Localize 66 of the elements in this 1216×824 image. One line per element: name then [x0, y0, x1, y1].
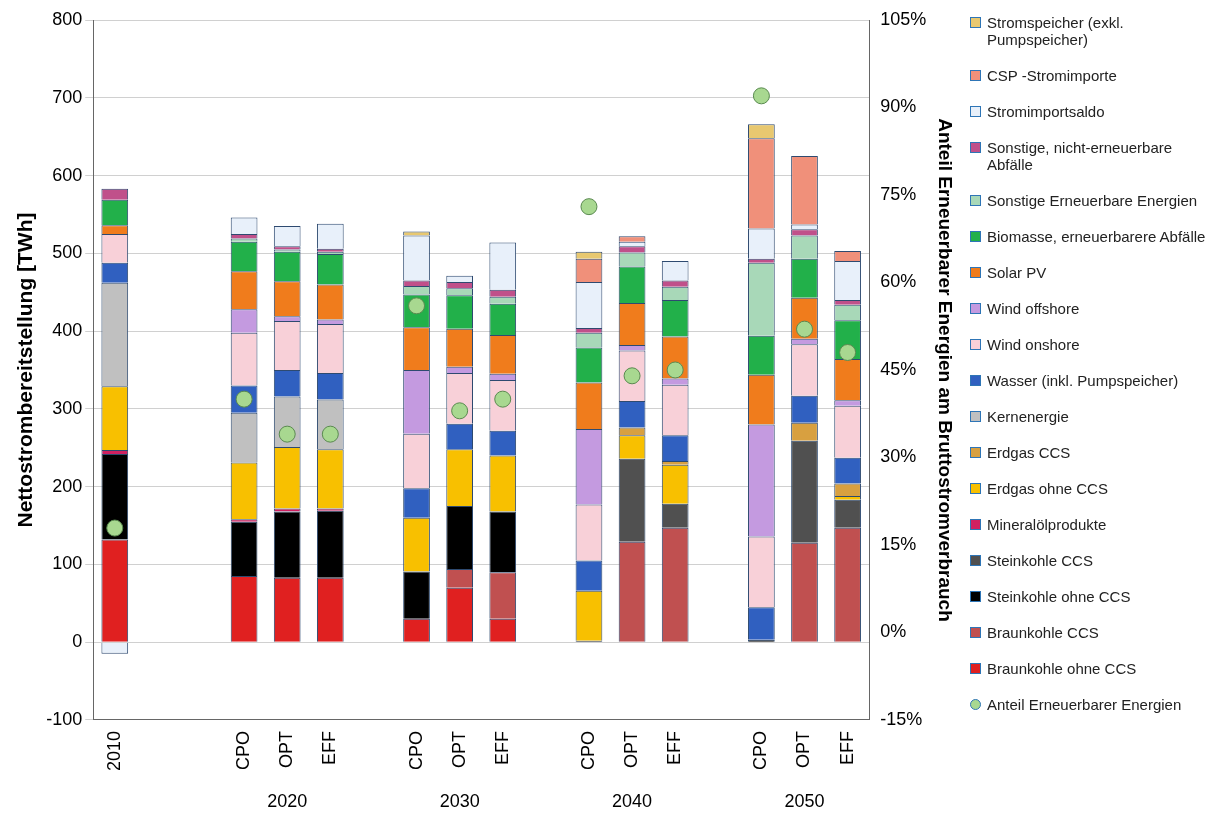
text: 2030 [439, 790, 480, 811]
y-tick-label: 400 [52, 320, 83, 341]
y-tick-label: 700 [52, 86, 83, 107]
x-tick-label: CPO [233, 730, 254, 770]
point [666, 361, 684, 379]
legend-label: Braunkohle ohne CCS [987, 660, 1137, 677]
text: 2050 [784, 790, 825, 811]
y2-tick-label: -15% [880, 708, 923, 729]
y2-tick-label: 105% [880, 8, 927, 29]
y-tick-label: 800 [52, 8, 83, 29]
point [580, 198, 598, 216]
point [278, 425, 296, 443]
x-tick-label: EFF [836, 730, 857, 765]
x-tick-label: OPT [621, 730, 642, 768]
y-tick-label: -100 [46, 708, 83, 729]
legend-label: Wasser (inkl. Pumpspeicher) [987, 372, 1179, 389]
x-tick-label: EFF [491, 730, 512, 765]
y-tick-label: 100 [52, 553, 83, 574]
y2-axis-title: Anteil Erneuerbarer Energien am Bruttostromverbrauch [935, 118, 957, 622]
y-tick-label: 300 [52, 397, 83, 418]
legend-label: Steinkohle ohne CCS [987, 588, 1131, 605]
legend-label: Braunkohle CCS [987, 624, 1099, 641]
point [451, 402, 469, 420]
legend-label: Biomasse, erneuerbarere Abfälle [987, 228, 1206, 245]
y2-tick-label: 60% [880, 271, 917, 292]
legend-label: Sonstige Erneuerbare Energien [987, 192, 1198, 209]
y-tick-label: 600 [52, 164, 83, 185]
y2-tick-label: 90% [880, 96, 917, 117]
x-tick-label: OPT [793, 730, 814, 768]
legend-label: Steinkohle CCS [987, 552, 1093, 569]
legend-label: Sonstige, nicht-erneuerbare Abfälle [987, 139, 1174, 173]
x-tick-label: EFF [664, 730, 685, 765]
text: 2020 [267, 790, 308, 811]
point [752, 87, 770, 105]
legend-label: Stromimportsaldo [987, 103, 1105, 120]
y-axis-title: Nettostrombereitstellung [TWh] [13, 212, 37, 528]
y2-tick-label: 45% [880, 358, 917, 379]
point [106, 519, 124, 537]
legend-label: Erdgas ohne CCS [987, 480, 1108, 497]
point [839, 343, 857, 361]
legend-label: Erdgas CCS [987, 444, 1071, 461]
legend-label: Mineralölprodukte [987, 516, 1107, 533]
text: 2040 [612, 790, 653, 811]
point [796, 320, 813, 338]
x-tick-label: OPT [448, 730, 469, 768]
y-tick-label: 0 [72, 631, 83, 652]
y2-tick-label: 30% [880, 446, 917, 467]
y2-tick-label: 0% [880, 621, 907, 642]
point [321, 425, 339, 443]
legend-label: Stromspeicher (exkl. Pumpspeicher) [987, 14, 1125, 48]
legend-label: Kernenergie [987, 408, 1069, 425]
x-tick-label: EFF [319, 730, 340, 765]
x-tick-label: OPT [276, 730, 297, 768]
y2-tick-label: 75% [880, 183, 917, 204]
legend-label: Wind onshore [987, 336, 1080, 353]
legend-label: Solar PV [987, 264, 1047, 281]
y-tick-label: 500 [52, 242, 83, 263]
x-tick-label: CPO [750, 730, 771, 770]
legend-label: Anteil Erneuerbarer Energien [987, 696, 1182, 713]
legend-label: CSP -Stromimporte [987, 67, 1117, 84]
y2-tick-label: 15% [880, 533, 917, 554]
x-tick-label: CPO [405, 730, 426, 770]
y-tick-label: 200 [52, 475, 83, 496]
x-tick-label: CPO [577, 730, 598, 770]
x-tick-label: 2010 [103, 730, 124, 771]
legend-label: Wind offshore [987, 300, 1080, 317]
